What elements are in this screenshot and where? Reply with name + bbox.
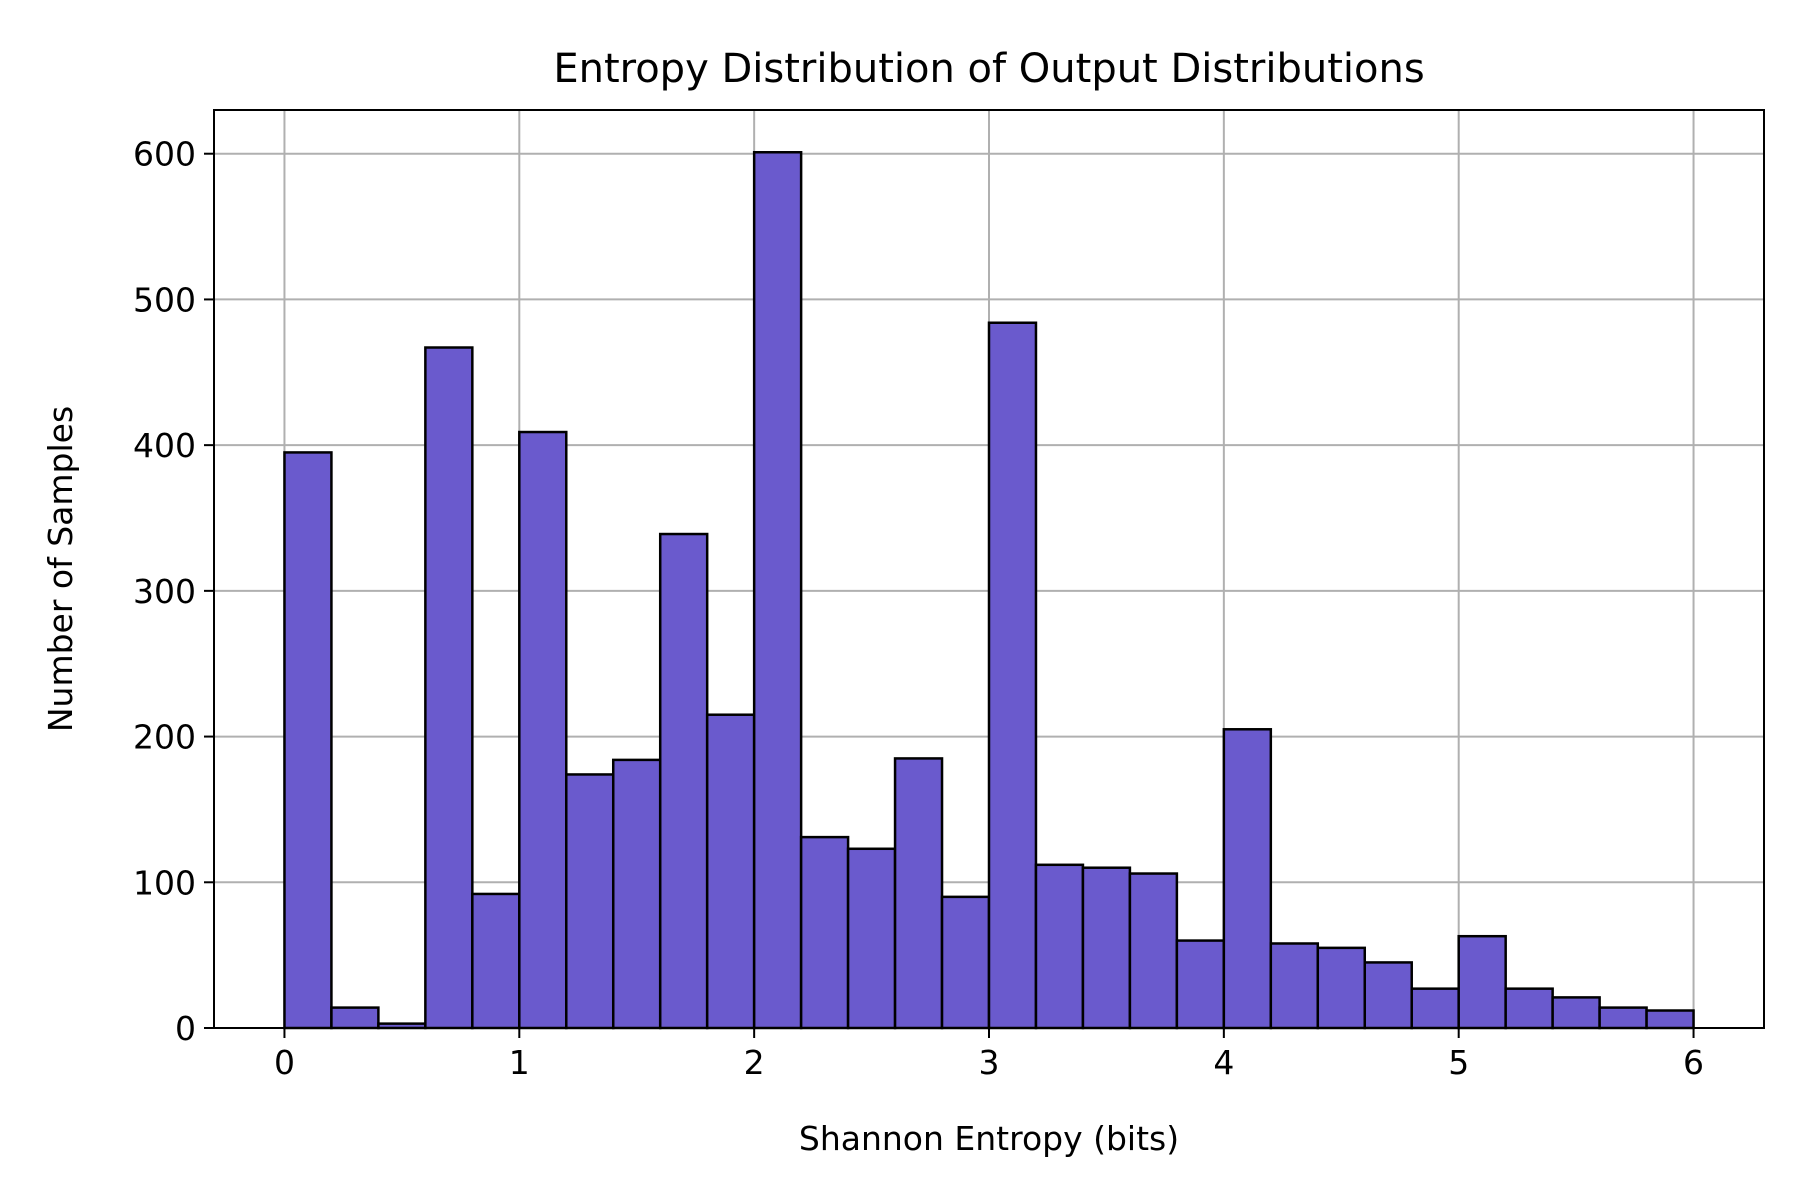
histogram-bar [893, 757, 944, 1030]
x-tick-label: 3 [979, 1043, 1000, 1082]
y-tick-label: 300 [133, 572, 196, 611]
histogram-bar [705, 713, 756, 1030]
histogram-bar [1222, 728, 1273, 1030]
histogram-bar [1363, 961, 1413, 1030]
histogram-bar [1316, 946, 1367, 1030]
x-tick-label: 4 [1213, 1043, 1234, 1082]
histogram-bar [518, 430, 568, 1030]
y-tick-label: 200 [133, 718, 196, 757]
x-tick-label: 1 [509, 1043, 530, 1082]
histogram-bar [846, 847, 897, 1030]
histogram-bar [658, 532, 709, 1030]
histogram-bar [940, 895, 991, 1030]
histogram-bar [1645, 1009, 1695, 1030]
histogram-bar [1410, 987, 1460, 1030]
x-tick-label: 0 [274, 1043, 295, 1082]
histogram-bar [752, 151, 803, 1030]
histogram-bar [1598, 1006, 1648, 1030]
histogram-bars [283, 151, 1695, 1030]
histogram-bar [1081, 866, 1132, 1030]
histogram-bar [1504, 987, 1554, 1030]
histogram-bar [1269, 942, 1320, 1030]
y-tick-label: 400 [133, 426, 196, 465]
y-tick-label: 0 [175, 1009, 196, 1048]
chart-title: Entropy Distribution of Output Distribut… [553, 46, 1424, 92]
histogram-bar [565, 773, 615, 1030]
histogram-bar [283, 451, 333, 1030]
axis-ticks: 0 1 2 3 4 5 6 0 100 200 300 400 500 600 [133, 135, 1704, 1082]
histogram-bar [611, 758, 662, 1030]
y-axis-label: Number of Samples [41, 406, 80, 732]
histogram-bar [1034, 863, 1085, 1030]
histogram-bar [471, 892, 521, 1030]
y-tick-label: 100 [133, 863, 196, 902]
x-tick-label: 6 [1683, 1043, 1704, 1082]
x-tick-label: 5 [1448, 1043, 1469, 1082]
histogram-bar [1551, 996, 1601, 1030]
histogram-bar [1457, 934, 1507, 1030]
histogram-bar [330, 1006, 380, 1030]
histogram-bar [799, 835, 850, 1030]
histogram-bar [987, 321, 1038, 1030]
y-tick-label: 500 [133, 280, 196, 319]
histogram-bar [1128, 872, 1179, 1030]
x-tick-label: 2 [744, 1043, 765, 1082]
histogram-bar [424, 346, 474, 1030]
y-tick-label: 600 [133, 135, 196, 174]
histogram-bar [1175, 939, 1226, 1030]
x-axis-label: Shannon Entropy (bits) [799, 1119, 1179, 1158]
